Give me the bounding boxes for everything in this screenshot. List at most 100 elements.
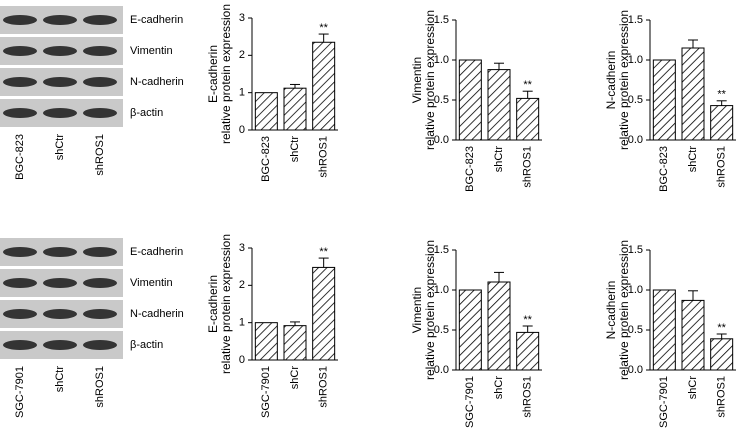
x-tick-label: shROS1 — [318, 366, 330, 408]
bar — [458, 59, 482, 141]
significance: ** — [319, 246, 328, 258]
blot-band — [3, 77, 37, 87]
blot-band — [3, 15, 37, 25]
sample-label: SGC-7901 — [14, 366, 26, 418]
bar — [652, 59, 676, 141]
y-tick-label: 1.5 — [434, 244, 449, 256]
y-axis-label: relative protein expression — [219, 4, 233, 144]
protein-label: E-cadherin — [130, 246, 183, 258]
protein-label: N-cadherin — [130, 76, 184, 88]
blot-band — [43, 46, 77, 56]
bar — [710, 105, 734, 141]
x-tick-label: shROS1 — [522, 376, 534, 418]
y-tick-label: 3 — [239, 12, 245, 24]
y-tick-label: 0.0 — [434, 134, 449, 146]
blot-band — [3, 108, 37, 118]
y-axis-label: E-cadherin — [206, 275, 220, 333]
y-tick-label: 1.0 — [434, 284, 449, 296]
blot-band — [43, 247, 77, 257]
y-axis-label: Vimentin — [410, 57, 424, 103]
y-tick-label: 0.0 — [628, 134, 643, 146]
protein-label: E-cadherin — [130, 14, 183, 26]
y-tick-label: 1.0 — [628, 284, 643, 296]
sample-label: shCtr — [54, 134, 66, 161]
x-tick-label: BGC-823 — [260, 136, 272, 182]
y-tick-label: 0.0 — [434, 364, 449, 376]
y-tick-label: 0.5 — [434, 94, 449, 106]
y-axis-label: N-cadherin — [604, 281, 618, 340]
blot-band — [3, 247, 37, 257]
bar — [487, 69, 511, 141]
x-tick-label: shCtr — [289, 136, 301, 163]
x-tick-label: SGC-7901 — [658, 376, 670, 428]
y-axis-label: E-cadherin — [206, 45, 220, 103]
protein-label: N-cadherin — [130, 308, 184, 320]
bar — [516, 97, 540, 141]
blot-band — [43, 77, 77, 87]
blot-band — [3, 46, 37, 56]
significance: ** — [717, 322, 726, 334]
sample-label: shROS1 — [94, 134, 106, 176]
bar — [681, 299, 705, 371]
blot-band — [3, 278, 37, 288]
y-axis-label: relative protein expression — [617, 10, 631, 150]
y-tick-label: 0 — [239, 354, 245, 366]
x-tick-label: shROS1 — [716, 146, 728, 188]
y-tick-label: 0 — [239, 124, 245, 136]
y-tick-label: 2 — [239, 49, 245, 61]
blot-band — [83, 77, 117, 87]
x-tick-label: SGC-7901 — [464, 376, 476, 428]
bar — [312, 41, 336, 131]
bar — [710, 338, 734, 371]
blot-band — [3, 309, 37, 319]
significance: ** — [523, 314, 532, 326]
bar — [254, 92, 278, 131]
bar — [283, 87, 307, 131]
blot-band — [43, 340, 77, 350]
blot-band — [83, 340, 117, 350]
blot-band — [3, 340, 37, 350]
bar — [487, 281, 511, 371]
blot-band — [43, 108, 77, 118]
bar — [652, 289, 676, 371]
y-tick-label: 1.0 — [434, 54, 449, 66]
y-axis-label: relative protein expression — [423, 240, 437, 380]
x-tick-label: shCr — [289, 366, 301, 390]
blot-band — [83, 278, 117, 288]
y-tick-label: 1.5 — [434, 14, 449, 26]
y-tick-label: 2 — [239, 279, 245, 291]
x-tick-label: shCtr — [687, 146, 699, 173]
sample-label: BGC-823 — [14, 134, 26, 180]
x-tick-label: shCr — [493, 376, 505, 400]
blot-band — [43, 309, 77, 319]
protein-label: β-actin — [130, 339, 163, 351]
blot-band — [43, 15, 77, 25]
y-tick-label: 1.5 — [628, 14, 643, 26]
y-axis-label: Vimentin — [410, 287, 424, 333]
sample-label: shROS1 — [94, 366, 106, 408]
y-tick-label: 0.5 — [434, 324, 449, 336]
y-tick-label: 0.5 — [628, 94, 643, 106]
x-tick-label: SGC-7901 — [260, 366, 272, 418]
y-tick-label: 3 — [239, 242, 245, 254]
bar — [283, 325, 307, 361]
bar — [458, 289, 482, 371]
significance: ** — [523, 79, 532, 91]
protein-label: Vimentin — [130, 45, 173, 57]
blot-band — [83, 15, 117, 25]
bar — [681, 47, 705, 141]
protein-label: Vimentin — [130, 277, 173, 289]
blot-band — [83, 309, 117, 319]
significance: ** — [319, 22, 328, 34]
x-tick-label: shCr — [687, 376, 699, 400]
blot-band — [83, 46, 117, 56]
blot-band — [83, 108, 117, 118]
x-tick-label: BGC-823 — [464, 146, 476, 192]
y-axis-label: N-cadherin — [604, 51, 618, 110]
y-tick-label: 0.0 — [628, 364, 643, 376]
bar — [254, 322, 278, 361]
x-tick-label: shCtr — [493, 146, 505, 173]
x-tick-label: BGC-823 — [658, 146, 670, 192]
significance: ** — [717, 89, 726, 101]
